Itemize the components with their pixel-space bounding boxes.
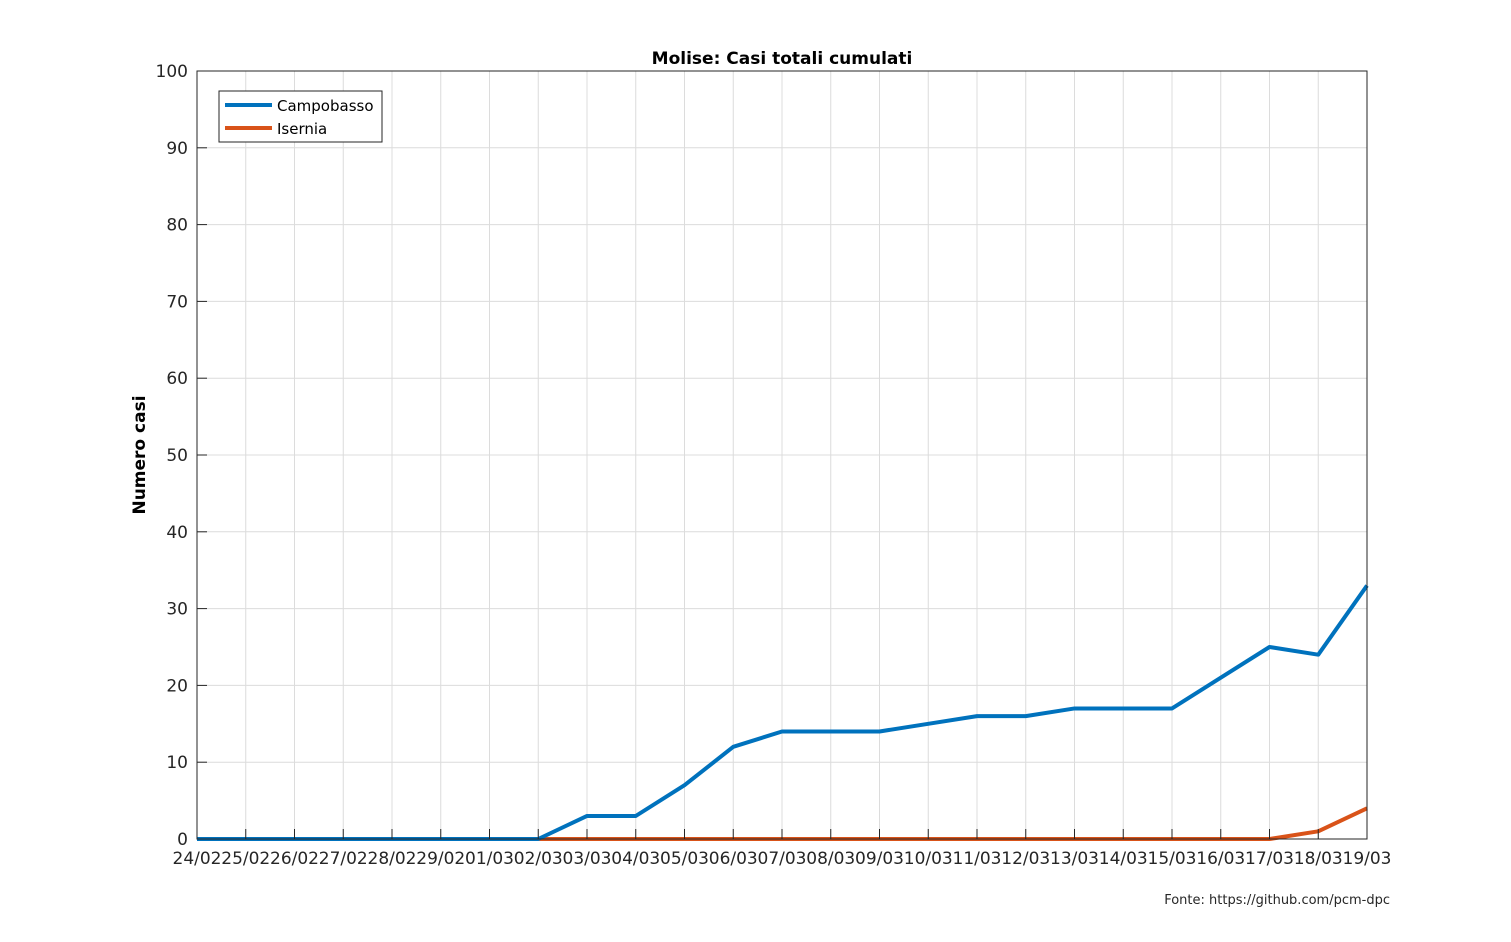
y-axis-label: Numero casi [130,395,150,514]
x-tick-label: 04/03 [611,849,660,869]
y-tick-label: 20 [166,676,188,696]
x-tick-label: 27/02 [319,849,368,869]
x-tick-label: 28/02 [368,849,417,869]
x-tick-label: 26/02 [270,849,319,869]
legend-label-isernia: Isernia [277,120,327,138]
y-tick-label: 30 [166,600,188,620]
x-tick-label: 29/02 [416,849,465,869]
y-tick-label: 10 [166,753,188,773]
legend-label-campobasso: Campobasso [277,97,374,115]
y-tick-label: 90 [166,139,188,159]
x-tick-label: 25/02 [221,849,270,869]
x-tick-label: 18/03 [1294,849,1343,869]
x-tick-label: 11/03 [953,849,1002,869]
source-note: Fonte: https://github.com/pcm-dpc [1164,893,1390,908]
x-tick-label: 07/03 [758,849,807,869]
ticks: 24/02 25/02 26/02 27/02 28/02 29/02 01/03 02/03… [156,62,1392,869]
x-tick-label: 03/03 [563,849,612,869]
y-tick-label: 80 [166,216,188,236]
x-tick-label: 05/03 [660,849,709,869]
x-tick-label: 13/03 [1050,849,1099,869]
y-tick-label: 0 [177,830,188,850]
x-tick-label: 08/03 [806,849,855,869]
chart-title: Molise: Casi totali cumulati [652,49,913,69]
legend: Campobasso Isernia [218,90,383,143]
y-tick-label: 70 [166,292,188,312]
x-tick-label: 24/02 [173,849,222,869]
y-tick-label: 60 [166,369,188,389]
x-tick-label: 01/03 [465,849,514,869]
x-tick-label: 19/03 [1343,849,1392,869]
x-tick-label: 16/03 [1196,849,1245,869]
x-tick-label: 10/03 [904,849,953,869]
x-tick-label: 06/03 [709,849,758,869]
y-tick-label: 100 [156,62,188,82]
x-tick-label: 14/03 [1099,849,1148,869]
y-tick-label: 40 [166,523,188,543]
x-tick-label: 12/03 [1001,849,1050,869]
legend-box [218,90,383,143]
x-tick-label: 17/03 [1245,849,1294,869]
x-tick-label: 02/03 [514,849,563,869]
y-tick-label: 50 [166,446,188,466]
x-tick-label: 09/03 [855,849,904,869]
x-tick-label: 15/03 [1148,849,1197,869]
